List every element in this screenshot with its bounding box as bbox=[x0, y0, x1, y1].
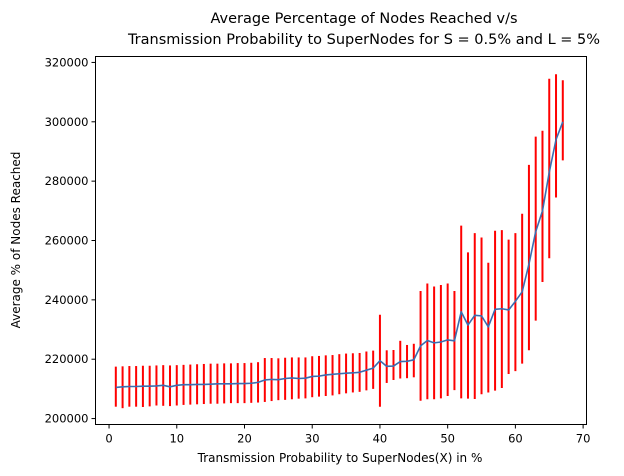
errorbar-group bbox=[114, 74, 564, 409]
series-line-group bbox=[115, 121, 564, 389]
y-tick-label: 220000 bbox=[45, 352, 89, 366]
x-axis: 0 10 20 30 40 50 60 70 bbox=[105, 424, 591, 446]
x-tick-label: 30 bbox=[305, 432, 320, 446]
x-tick-label: 0 bbox=[105, 432, 112, 446]
y-tick-label: 240000 bbox=[45, 293, 89, 307]
y-tick-label: 200000 bbox=[45, 412, 89, 426]
x-tick-label: 10 bbox=[169, 432, 184, 446]
x-tick-label: 60 bbox=[508, 432, 523, 446]
x-tick-label: 40 bbox=[373, 432, 388, 446]
y-tick-label: 260000 bbox=[45, 234, 89, 248]
y-tick-label: 320000 bbox=[45, 55, 89, 69]
x-axis-label: Transmission Probability to SuperNodes(X… bbox=[197, 451, 483, 465]
y-axis: 200000 220000 240000 260000 280000 300000 3200… bbox=[45, 55, 96, 426]
y-axis-label: Average % of Nodes Reached bbox=[9, 152, 23, 329]
x-tick-label: 70 bbox=[576, 432, 591, 446]
chart-title: Average Percentage of Nodes Reached v/s bbox=[210, 11, 517, 27]
x-tick-label: 50 bbox=[440, 432, 455, 446]
y-tick-label: 300000 bbox=[45, 115, 89, 129]
y-tick-label: 280000 bbox=[45, 174, 89, 188]
x-tick-label: 20 bbox=[237, 432, 252, 446]
chart-subtitle: Transmission Probability to SuperNodes f… bbox=[127, 32, 600, 48]
series-line bbox=[115, 121, 564, 389]
